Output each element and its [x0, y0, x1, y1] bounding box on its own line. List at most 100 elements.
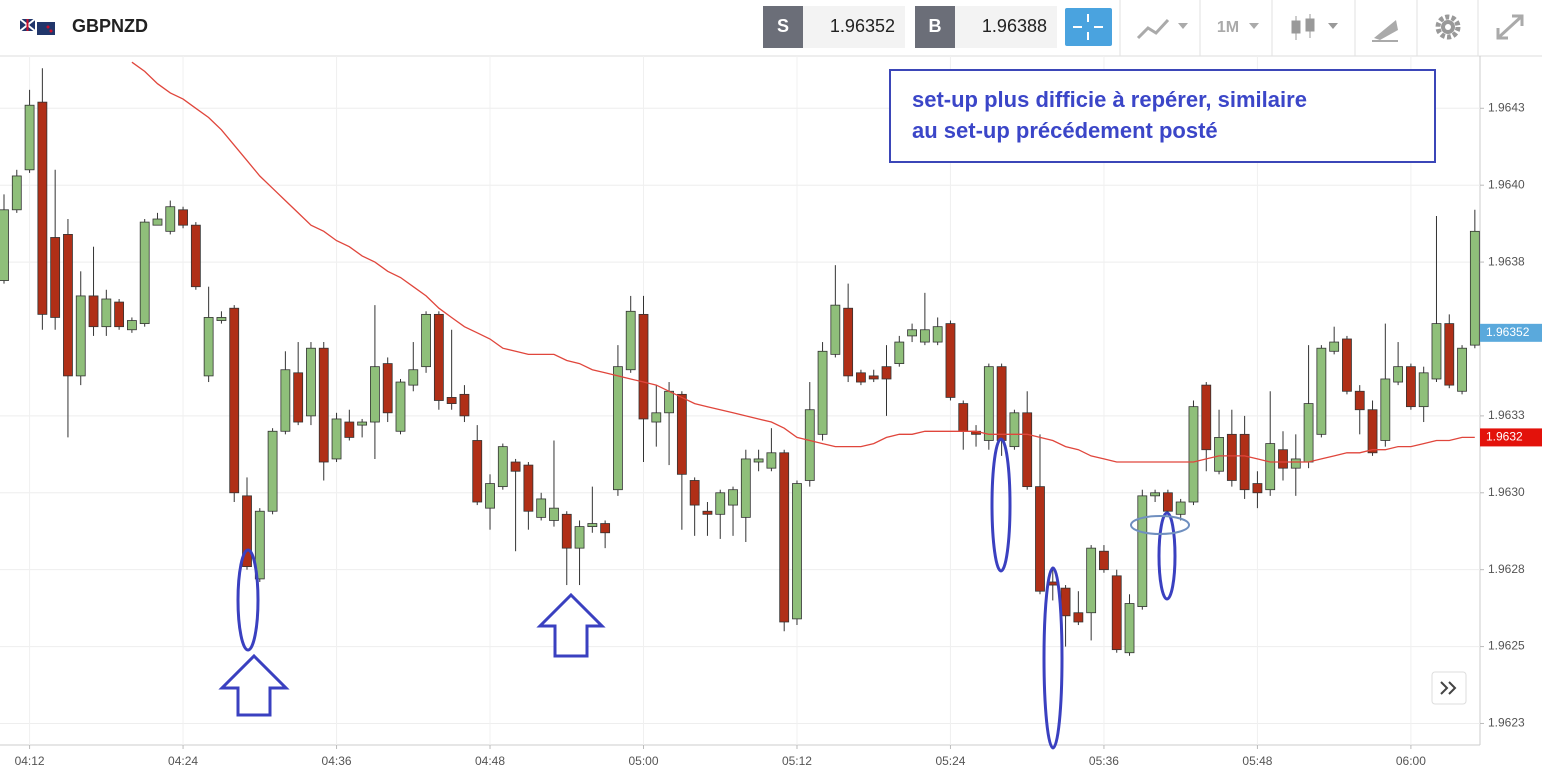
crosshair-icon [1073, 14, 1103, 40]
candle-body [1367, 409, 1378, 454]
sell-label: S [777, 16, 789, 36]
y-tick-label: 1.9640 [1488, 177, 1525, 191]
candle-body [702, 510, 713, 515]
candle-body [1060, 587, 1071, 617]
buy-price-box [955, 6, 1057, 48]
ma-price-tag-label: 1.9632 [1486, 430, 1523, 444]
candle-body [139, 221, 150, 325]
candle-body [1406, 366, 1416, 408]
timeframe[interactable]: 1M [1217, 19, 1239, 36]
x-tick-label: 04:12 [15, 754, 45, 768]
candle-body [536, 498, 547, 518]
buy-button[interactable] [915, 6, 955, 48]
candle-body [0, 209, 9, 281]
candle-body [331, 418, 342, 460]
crosshair-button[interactable] [1065, 8, 1112, 46]
timeframe-caret [1249, 23, 1259, 29]
candle-body [753, 458, 764, 463]
up-arrow [536, 592, 606, 658]
candle-body [676, 393, 687, 475]
candle-body [1124, 603, 1135, 654]
fullscreen-icon[interactable] [1496, 14, 1524, 40]
candle-body [1469, 230, 1480, 346]
candle-body [306, 347, 316, 417]
candle-body [510, 461, 521, 472]
x-tick-label: 05:00 [628, 754, 658, 768]
sell-price-box [803, 6, 905, 48]
buy-price: 1.96388 [982, 16, 1047, 36]
ma-price-tag [1480, 428, 1542, 447]
draw-icon[interactable] [1372, 20, 1398, 42]
candle-body [1393, 366, 1404, 383]
x-tick-label: 06:00 [1396, 754, 1426, 768]
scroll-icon [1440, 681, 1457, 695]
candle-body [1444, 323, 1455, 386]
x-tick-label: 05:48 [1242, 754, 1272, 768]
candle-body [651, 412, 662, 423]
candle-body [766, 452, 777, 469]
candle-body [1111, 575, 1122, 651]
flag [19, 18, 55, 35]
candle-body [907, 329, 917, 337]
candle-body [600, 523, 611, 534]
candle-body [63, 234, 73, 377]
candle-body [1099, 550, 1109, 571]
candle-body [881, 366, 892, 380]
candle-body [830, 304, 841, 355]
candle-body [779, 452, 790, 623]
candle-body [638, 313, 649, 420]
candle-body [1047, 581, 1058, 586]
candle-body [1354, 390, 1365, 411]
candle-body [804, 409, 815, 481]
candle-body [165, 206, 176, 232]
x-tick-label: 05:36 [1089, 754, 1119, 768]
candle-body [689, 480, 700, 506]
candle-body [1380, 378, 1391, 441]
candle-body [1214, 437, 1224, 472]
candle-body [88, 295, 99, 328]
candle-body [357, 421, 368, 426]
y-tick-label: 1.9628 [1488, 562, 1525, 576]
sell-button[interactable] [763, 6, 803, 48]
candle-body [1073, 612, 1084, 623]
candle-body [1162, 492, 1173, 512]
candle-body [996, 366, 1007, 441]
candle-body [945, 323, 956, 398]
settings-icon[interactable] [1435, 14, 1461, 40]
y-tick-label: 1.9630 [1488, 485, 1525, 499]
candle-body [587, 523, 598, 528]
sell-price: 1.96352 [830, 16, 895, 36]
candle-body [370, 366, 380, 423]
candle-body [549, 507, 559, 521]
last-price-tag-label: 1.96352 [1486, 325, 1530, 339]
candle-body [1226, 433, 1237, 481]
y-tick-label: 1.9623 [1488, 716, 1525, 730]
annotation-box [889, 69, 1436, 163]
candle-body [497, 446, 508, 488]
candle-body [1022, 412, 1033, 488]
symbol: GBPNZD [72, 16, 148, 36]
candle-body [75, 295, 86, 377]
candle-body [127, 320, 137, 331]
last-price-tag [1480, 323, 1542, 342]
candle-body [318, 347, 329, 463]
candle-body [1035, 486, 1045, 592]
y-tick-label: 1.9638 [1488, 254, 1525, 268]
candle-body [715, 492, 726, 515]
candle-body [1188, 406, 1199, 503]
candle-body [433, 313, 444, 401]
candle-body [561, 513, 572, 549]
candle-body [1265, 443, 1276, 491]
candle-body [1290, 458, 1301, 469]
candle-icon[interactable] [1291, 14, 1338, 40]
y-tick-label: 1.9633 [1488, 408, 1525, 422]
scroll-button[interactable] [1431, 671, 1467, 705]
candle-body [625, 310, 636, 371]
annotation-line: set-up plus difficie à repérer, similair… [912, 87, 1307, 112]
candle-body [983, 366, 994, 441]
candle-body [446, 397, 457, 404]
candle-body [1278, 449, 1288, 469]
chart-type-button[interactable] [1136, 18, 1188, 40]
toolbar-separators [1119, 0, 1479, 56]
